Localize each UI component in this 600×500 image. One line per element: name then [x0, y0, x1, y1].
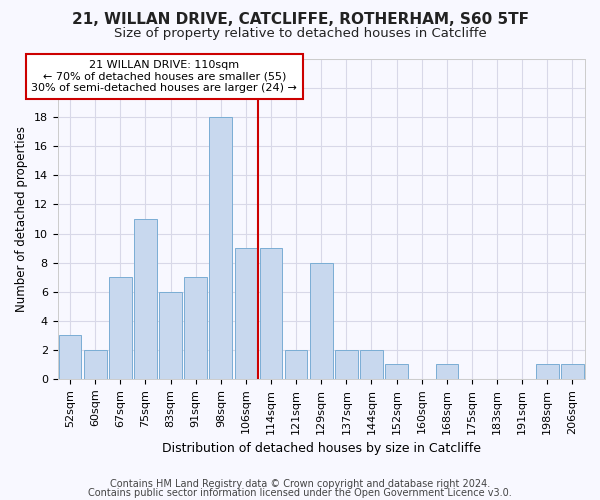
Bar [109, 277, 131, 379]
Bar [159, 292, 182, 379]
Text: Size of property relative to detached houses in Catcliffe: Size of property relative to detached ho… [113, 28, 487, 40]
Bar [209, 117, 232, 379]
Bar [561, 364, 584, 379]
Text: Contains HM Land Registry data © Crown copyright and database right 2024.: Contains HM Land Registry data © Crown c… [110, 479, 490, 489]
X-axis label: Distribution of detached houses by size in Catcliffe: Distribution of detached houses by size … [162, 442, 481, 455]
Bar [360, 350, 383, 379]
Bar [335, 350, 358, 379]
Bar [436, 364, 458, 379]
Bar [285, 350, 307, 379]
Bar [310, 262, 332, 379]
Bar [235, 248, 257, 379]
Bar [260, 248, 283, 379]
Text: Contains public sector information licensed under the Open Government Licence v3: Contains public sector information licen… [88, 488, 512, 498]
Y-axis label: Number of detached properties: Number of detached properties [15, 126, 28, 312]
Bar [59, 336, 82, 379]
Bar [536, 364, 559, 379]
Bar [134, 219, 157, 379]
Bar [84, 350, 107, 379]
Bar [385, 364, 408, 379]
Bar [184, 277, 207, 379]
Text: 21 WILLAN DRIVE: 110sqm
← 70% of detached houses are smaller (55)
30% of semi-de: 21 WILLAN DRIVE: 110sqm ← 70% of detache… [31, 60, 297, 93]
Text: 21, WILLAN DRIVE, CATCLIFFE, ROTHERHAM, S60 5TF: 21, WILLAN DRIVE, CATCLIFFE, ROTHERHAM, … [71, 12, 529, 28]
